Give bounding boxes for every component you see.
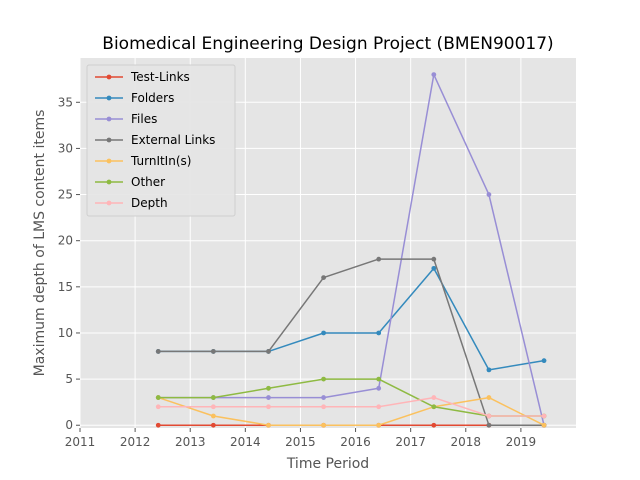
series-depth <box>155 395 547 419</box>
data-point-turnitin-s <box>321 422 326 428</box>
data-point-external-links <box>210 349 216 354</box>
data-point-depth <box>266 404 271 410</box>
legend-item-other: Other <box>95 175 165 189</box>
x-tick-label: 2017 <box>395 435 426 449</box>
x-tick-label: 2013 <box>175 435 206 449</box>
series-line-depth <box>158 396 544 417</box>
series-line-external-links <box>158 258 544 426</box>
data-point-external-links <box>155 349 161 354</box>
data-point-files <box>266 395 271 400</box>
data-point-external-links <box>486 422 492 428</box>
data-point-other <box>376 376 382 382</box>
data-point-folders <box>321 330 326 336</box>
data-point-test-links <box>431 422 437 428</box>
legend-label: Other <box>131 175 165 189</box>
data-point-turnitin-s <box>266 422 271 428</box>
data-point-turnitin-s <box>486 395 492 400</box>
legend-item-test-links: Test-Links <box>95 70 190 84</box>
data-point-external-links <box>321 275 326 281</box>
data-point-folders <box>376 330 382 336</box>
legend-marker <box>106 95 112 101</box>
x-tick-label: 2015 <box>285 435 316 449</box>
legend-marker <box>106 74 112 80</box>
data-point-test-links <box>155 422 161 428</box>
legend-box <box>86 64 236 217</box>
data-point-folders <box>541 358 547 364</box>
data-point-other <box>321 376 326 382</box>
y-tick-label: 35 <box>58 95 73 109</box>
data-point-other <box>155 395 161 400</box>
legend-item-depth: Depth <box>95 196 168 210</box>
x-tick-label: 2018 <box>451 435 482 449</box>
data-point-external-links <box>431 256 437 262</box>
legend-marker <box>106 158 112 164</box>
data-point-files <box>321 395 326 400</box>
legend: Test-Links Folders Files External Links Turn… <box>86 64 236 217</box>
data-point-depth <box>541 413 547 419</box>
legend-label: External Links <box>131 133 215 147</box>
data-point-depth <box>431 395 437 400</box>
legend-label: Folders <box>131 91 174 105</box>
x-axis-label: Time Period <box>286 456 369 472</box>
legend-label: Files <box>131 112 157 126</box>
data-point-files <box>431 72 437 78</box>
y-tick-label: 30 <box>58 141 73 155</box>
data-point-folders <box>486 367 492 373</box>
data-point-depth <box>376 404 382 410</box>
data-point-other <box>210 395 216 400</box>
data-point-external-links <box>266 349 271 354</box>
data-point-turnitin-s <box>541 422 547 428</box>
x-tick-label: 2019 <box>506 435 537 449</box>
data-point-depth <box>155 404 161 410</box>
y-tick-label: 10 <box>58 326 73 340</box>
y-axis-label: Maximum depth of LMS content items <box>32 110 48 377</box>
legend-label: Test-Links <box>130 70 190 84</box>
legend-marker <box>106 137 112 143</box>
data-point-depth <box>321 404 326 410</box>
legend-marker <box>106 200 112 206</box>
data-point-folders <box>431 265 437 271</box>
legend-label: TurnItIn(s) <box>130 154 191 168</box>
legend-item-folders: Folders <box>95 91 174 105</box>
data-point-other <box>266 385 271 391</box>
axis-ticks: 2011 2012 2013 2014 2015 2016 2017 2018 20190510… <box>58 95 536 449</box>
series-line-files <box>158 73 545 426</box>
data-point-turnitin-s <box>210 413 216 419</box>
data-point-files <box>486 192 492 197</box>
data-point-test-links <box>210 422 216 428</box>
x-tick-label: 2011 <box>65 435 96 449</box>
data-point-files <box>376 385 382 391</box>
x-tick-label: 2014 <box>230 435 261 449</box>
series-line-turnitin-s <box>158 396 545 426</box>
legend-item-external-links: External Links <box>95 133 215 147</box>
legend-item-files: Files <box>95 112 157 126</box>
y-tick-label: 25 <box>58 188 73 202</box>
chart-title: Biomedical Engineering Design Project (B… <box>102 34 553 54</box>
x-tick-label: 2016 <box>340 435 371 449</box>
data-point-turnitin-s <box>376 422 382 428</box>
legend-item-turnitin-s: TurnItIn(s) <box>95 154 191 168</box>
data-point-depth <box>210 404 216 410</box>
legend-label: Depth <box>131 196 168 210</box>
y-tick-label: 0 <box>65 418 73 432</box>
y-tick-label: 5 <box>65 372 73 386</box>
series-line-other <box>158 378 544 417</box>
legend-marker <box>106 179 112 185</box>
data-point-external-links <box>376 256 382 262</box>
series-layer <box>155 72 547 428</box>
y-tick-label: 15 <box>58 280 73 294</box>
data-point-depth <box>486 413 492 419</box>
x-tick-label: 2012 <box>120 435 151 449</box>
data-point-other <box>431 404 437 410</box>
legend-marker <box>106 116 112 122</box>
y-tick-label: 20 <box>58 234 73 248</box>
